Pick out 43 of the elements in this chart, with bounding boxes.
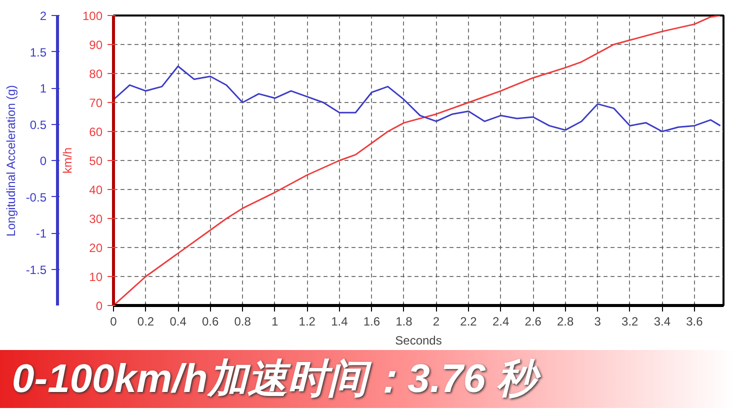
y2-tick-label: -1 (36, 226, 47, 240)
x-tick-label: 2.8 (557, 314, 574, 328)
y2-tick-label: 1 (40, 82, 47, 96)
y-tick-label: 50 (89, 154, 103, 168)
x-tick-label: 3.2 (622, 314, 639, 328)
x-tick-label: 0.6 (202, 314, 219, 328)
x-tick-label: 1.6 (363, 314, 380, 328)
y2-axis-title: Longitudinal Acceleration (g) (4, 85, 18, 237)
x-tick-label: 3.4 (654, 314, 671, 328)
x-tick-label: 2.4 (492, 314, 510, 328)
y-tick-label: 70 (89, 96, 103, 110)
y2-tick-label: 0.5 (30, 118, 47, 132)
x-axis-title: Seconds (395, 334, 442, 348)
x-tick-label: 3 (594, 314, 602, 328)
x-tick-label: 1.2 (298, 314, 316, 328)
x-tick-label: 2.6 (524, 314, 542, 328)
y2-tick-label: 2 (40, 9, 47, 23)
y-tick-label: 80 (89, 67, 103, 81)
y2-tick-label: -1.5 (26, 262, 47, 277)
x-tick-label: 2 (432, 314, 440, 328)
y-tick-label: 20 (89, 241, 103, 255)
x-tick-label: 1.4 (331, 314, 348, 328)
x-tick-label: 1 (272, 314, 279, 328)
y-tick-label: 0 (96, 299, 103, 313)
y-tick-label: 40 (89, 183, 103, 197)
text: 0-100km/h加速时间：3.76 秒 (0, 350, 735, 408)
x-tick-label: 2.2 (460, 314, 478, 328)
line-series (114, 66, 722, 132)
x-tick-label: 1.8 (396, 314, 413, 328)
y-tick-label: 30 (89, 212, 103, 226)
x-tick-label: 0.4 (170, 314, 187, 328)
y2-tick-label: 1.5 (30, 45, 47, 60)
y2-tick-label: -0.5 (26, 190, 47, 204)
x-tick-label: 3.6 (686, 314, 704, 328)
y-tick-label: 60 (89, 125, 103, 139)
y-tick-label: 10 (89, 270, 103, 284)
y-tick-label: 100 (82, 9, 103, 23)
x-tick-label: 0.2 (137, 314, 154, 328)
y-axis-title: km/h (60, 147, 74, 174)
x-tick-label: 0.8 (234, 314, 252, 328)
y-tick-label: 90 (89, 38, 103, 52)
y2-tick-label: 0 (40, 154, 47, 168)
x-tick-label: 0 (110, 314, 118, 328)
